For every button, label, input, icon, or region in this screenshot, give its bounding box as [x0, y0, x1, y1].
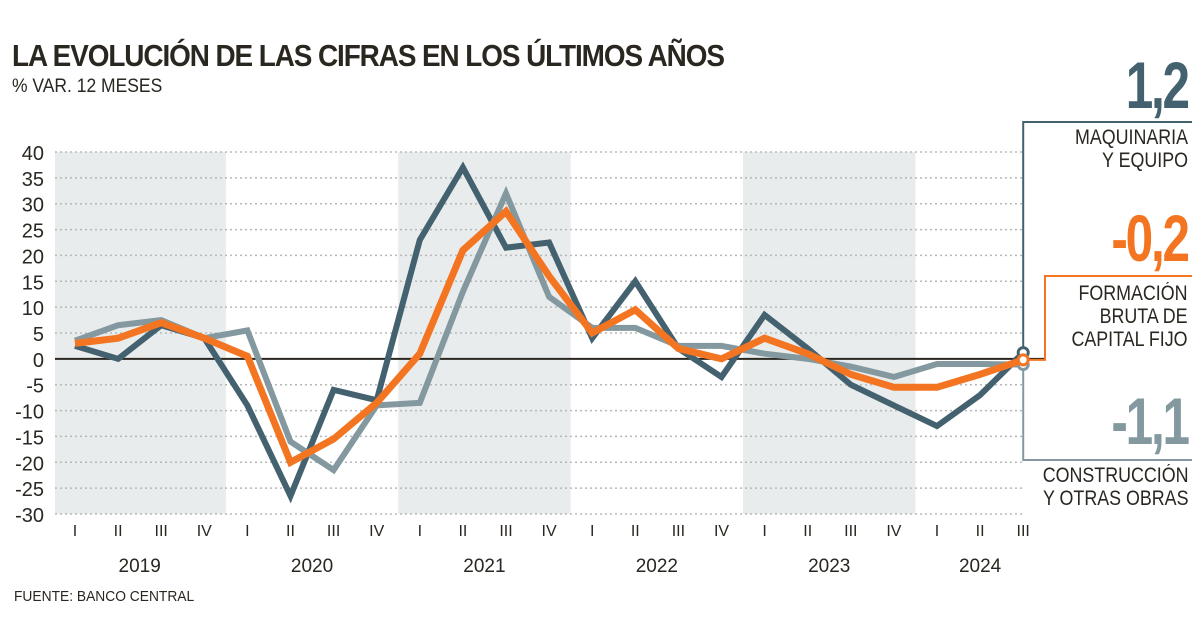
fbcf-connector [1023, 275, 1192, 361]
series-line-1 [73, 185, 1024, 475]
x-tick-label: II [286, 523, 295, 540]
fbcf-label-line: BRUTA DE [1100, 305, 1188, 328]
year-label: 2020 [291, 556, 333, 577]
x-tick-label: I [762, 523, 766, 540]
x-tick-label: III [327, 523, 340, 540]
x-tick-label: II [458, 523, 467, 540]
chart-source: FUENTE: BANCO CENTRAL [14, 588, 195, 605]
x-tick-label: I [245, 523, 249, 540]
series-line-2 [74, 206, 1025, 468]
year-band [743, 152, 916, 514]
x-tick-label: IV [714, 523, 729, 540]
y-tick-label: 40 [22, 143, 44, 165]
x-tick-label: III [499, 523, 512, 540]
x-tick-label: I [73, 523, 77, 540]
x-tick-label: I [590, 523, 594, 540]
x-tick-label: III [155, 523, 168, 540]
fbcf-label-line: FORMACIÓN [1078, 282, 1188, 305]
y-tick-label: 35 [22, 169, 44, 191]
chart-subtitle: % VAR. 12 MESES [12, 76, 163, 97]
y-tick-label: 20 [22, 246, 44, 268]
y-tick-label: 0 [33, 350, 44, 372]
x-tick-label: III [844, 523, 857, 540]
x-tick-label: I [935, 523, 939, 540]
construccion-label-line: Y OTRAS OBRAS [1042, 487, 1188, 510]
y-tick-label: -5 [26, 376, 44, 398]
y-tick-label: 25 [22, 221, 44, 243]
series-end-point [1016, 353, 1030, 367]
fbcf-label-line: CAPITAL FIJO [1071, 328, 1188, 351]
year-label: 2024 [959, 556, 1002, 577]
year-label: 2021 [463, 556, 505, 577]
maquinaria-last-value: 1,2 [1125, 48, 1190, 122]
x-tick-label: III [1017, 523, 1030, 540]
x-tick-label: IV [197, 523, 212, 540]
fbcf-label: FORMACIÓN BRUTA DE CAPITAL FIJO [1072, 282, 1188, 351]
year-label: 2023 [808, 556, 850, 577]
fbcf-last-value: -0,2 [1111, 201, 1191, 275]
y-tick-label: 15 [22, 272, 44, 294]
chart-title: LA EVOLUCIÓN DE LAS CIFRAS EN LOS ÚLTIMO… [12, 38, 725, 73]
y-tick-label: 30 [22, 195, 44, 217]
construccion-label-line: CONSTRUCCIÓN [1042, 464, 1188, 487]
x-tick-label: IV [542, 523, 557, 540]
x-tick-label: III [672, 523, 685, 540]
maquinaria-label-line: Y EQUIPO [1102, 149, 1188, 172]
year-label: 2019 [119, 556, 161, 577]
x-tick-label: II [114, 523, 123, 540]
x-tick-label: II [803, 523, 812, 540]
y-tick-label: -25 [15, 479, 44, 501]
construccion-last-value: -1,1 [1111, 384, 1191, 458]
maquinaria-label: MAQUINARIA Y EQUIPO [1075, 126, 1188, 172]
y-tick-label: 5 [33, 324, 44, 346]
year-label: 2022 [636, 556, 678, 577]
construccion-label: CONSTRUCCIÓN Y OTRAS OBRAS [1042, 464, 1188, 510]
y-tick-label: -20 [15, 453, 44, 475]
maquinaria-label-line: MAQUINARIA [1074, 126, 1188, 149]
y-tick-label: -10 [15, 402, 44, 424]
x-tick-label: IV [886, 523, 901, 540]
y-tick-label: 10 [22, 298, 44, 320]
x-tick-label: II [631, 523, 640, 540]
y-tick-label: -30 [15, 505, 44, 527]
y-tick-label: -15 [15, 427, 44, 449]
construccion-connector [1022, 364, 1192, 461]
maquinaria-connector [1022, 121, 1192, 353]
x-tick-label: I [418, 523, 422, 540]
x-tick-label: II [976, 523, 985, 540]
x-tick-label: IV [369, 523, 384, 540]
series-line-0 [74, 161, 1026, 504]
